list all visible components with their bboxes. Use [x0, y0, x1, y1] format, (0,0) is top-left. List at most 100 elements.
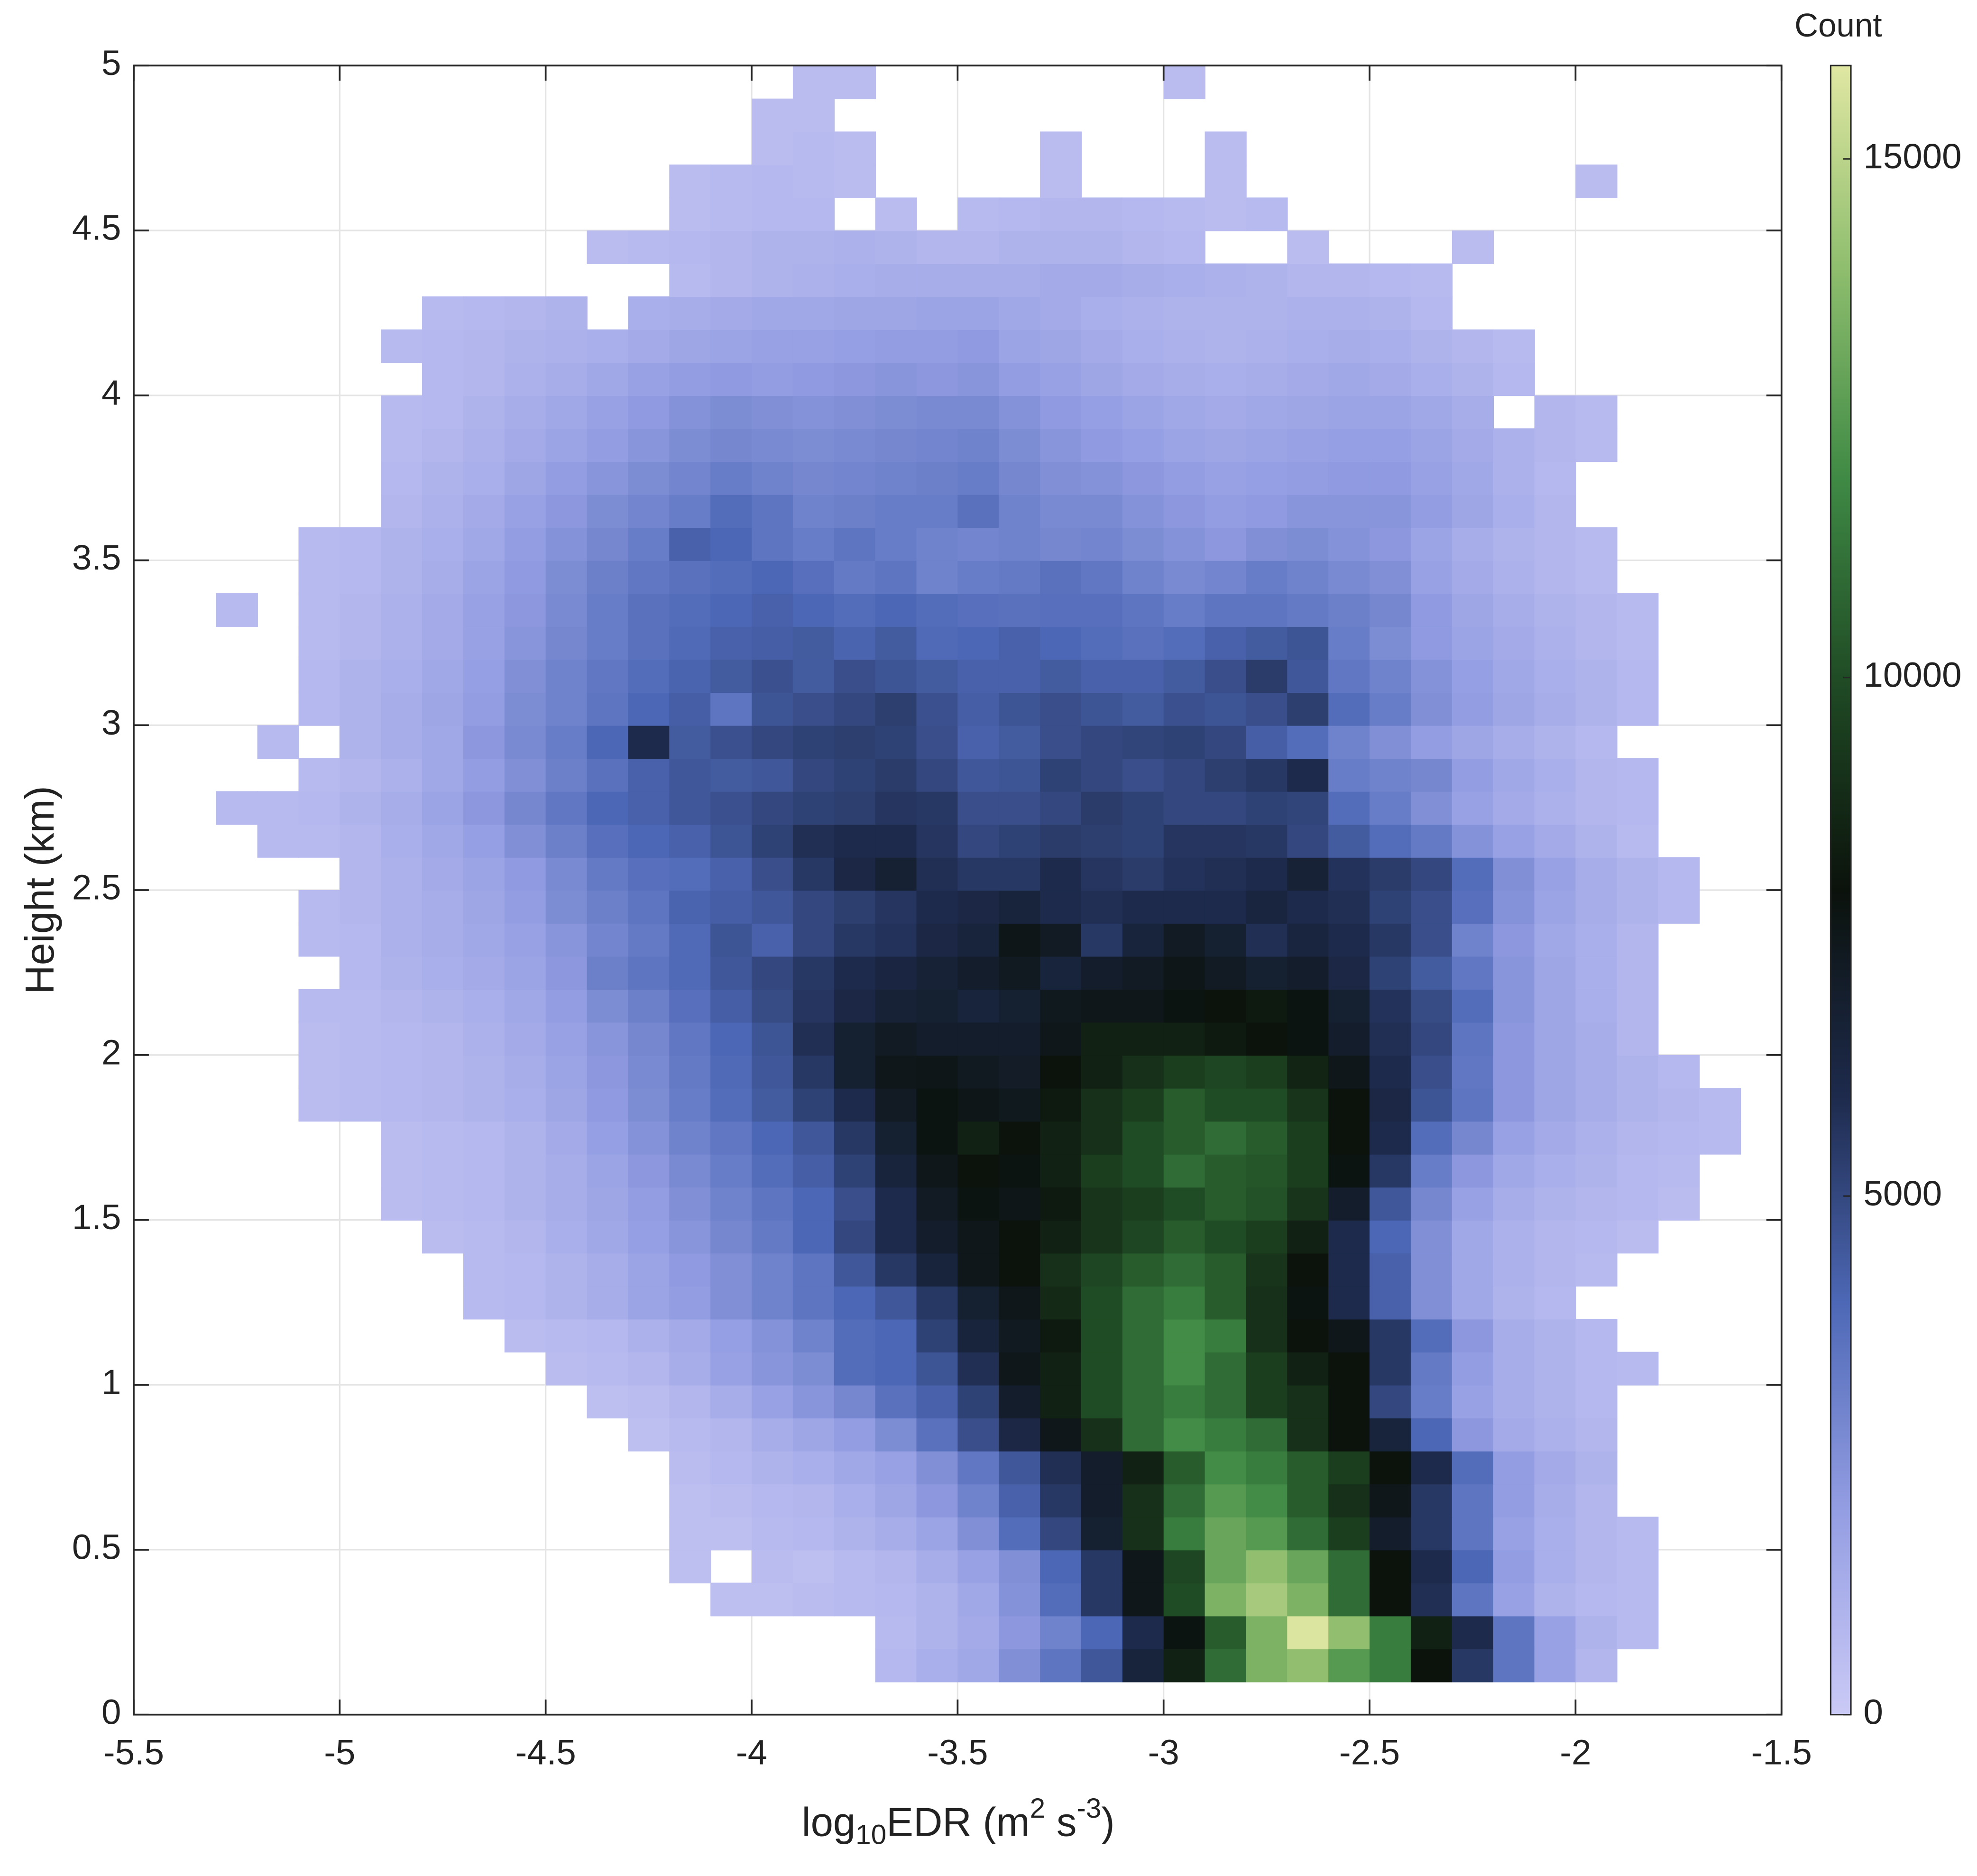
heatmap-cell — [1081, 329, 1123, 363]
heatmap-cell — [792, 857, 835, 891]
heatmap-cell — [1534, 692, 1576, 726]
heatmap-cell — [792, 1483, 835, 1517]
heatmap-cell — [1246, 857, 1288, 891]
heatmap-cell — [1452, 626, 1494, 660]
heatmap-cell — [792, 725, 835, 759]
heatmap-cell — [504, 1121, 546, 1155]
heatmap-cell — [834, 1220, 876, 1254]
heatmap-cell — [1081, 626, 1123, 660]
heatmap-cell — [916, 1549, 958, 1583]
heatmap-cell — [1493, 1385, 1535, 1419]
heatmap-cell — [1122, 1154, 1165, 1188]
heatmap-cell — [916, 1417, 958, 1452]
heatmap-cell — [298, 1022, 340, 1056]
heatmap-cell — [1328, 1220, 1370, 1254]
heatmap-cell — [1205, 131, 1247, 166]
heatmap-cell — [834, 791, 876, 825]
heatmap-cell — [1081, 824, 1123, 858]
heatmap-cell — [669, 659, 711, 693]
heatmap-cell — [340, 1022, 382, 1056]
heatmap-cell — [1287, 1186, 1329, 1221]
heatmap-cell — [1081, 857, 1123, 891]
heatmap-cell — [1452, 527, 1494, 561]
heatmap-cell — [957, 1451, 1000, 1485]
heatmap-cell — [1370, 1417, 1412, 1452]
heatmap-cell — [628, 1286, 670, 1320]
heatmap-cell — [422, 428, 464, 462]
heatmap-cell — [381, 923, 423, 957]
heatmap-cell — [1493, 1022, 1535, 1056]
heatmap-cell — [587, 1088, 629, 1122]
heatmap-cell — [463, 989, 506, 1023]
heatmap-cell — [1205, 659, 1247, 693]
heatmap-cell — [1534, 791, 1576, 825]
heatmap-cell — [1410, 1417, 1453, 1452]
heatmap-cell — [587, 329, 629, 363]
heatmap-cell — [1163, 956, 1205, 990]
heatmap-cell — [669, 824, 711, 858]
heatmap-cell — [999, 1220, 1041, 1254]
heatmap-cell — [1163, 824, 1205, 858]
heatmap-cell — [957, 395, 1000, 429]
heatmap-cell — [422, 494, 464, 528]
heatmap-cell — [1328, 428, 1370, 462]
heatmap-cell — [1287, 857, 1329, 891]
heatmap-cell — [752, 131, 794, 166]
heatmap-cell — [587, 1121, 629, 1155]
heatmap-cell — [1287, 1417, 1329, 1452]
heatmap-cell — [1575, 1483, 1618, 1517]
heatmap-cell — [1081, 1648, 1123, 1683]
heatmap-cell — [999, 1582, 1041, 1617]
heatmap-cell — [1370, 791, 1412, 825]
heatmap-cell — [875, 1088, 917, 1122]
heatmap-cell — [1370, 593, 1412, 627]
heatmap-cell — [1246, 1121, 1288, 1155]
heatmap-cell — [504, 626, 546, 660]
heatmap-cell — [463, 890, 506, 924]
heatmap-cell — [463, 758, 506, 792]
heatmap-cell — [1534, 395, 1576, 429]
heatmap-cell — [504, 824, 546, 858]
heatmap-cell — [1452, 1022, 1494, 1056]
heatmap-cell — [1205, 1549, 1247, 1583]
heatmap-cell — [875, 1022, 917, 1056]
heatmap-cell — [957, 1549, 1000, 1583]
heatmap-cell — [587, 593, 629, 627]
heatmap-cell — [1163, 626, 1205, 660]
heatmap-cell — [422, 956, 464, 990]
heatmap-cell — [792, 1186, 835, 1221]
heatmap-cell — [1370, 560, 1412, 594]
heatmap-cell — [1493, 1517, 1535, 1551]
heatmap-cell — [875, 1186, 917, 1221]
heatmap-cell — [1410, 1186, 1453, 1221]
heatmap-cell — [1287, 1352, 1329, 1386]
heatmap-cell — [1452, 1186, 1494, 1221]
heatmap-cell — [792, 692, 835, 726]
heatmap-cell — [1205, 1648, 1247, 1683]
heatmap-cell — [752, 1417, 794, 1452]
heatmap-cell — [1040, 923, 1082, 957]
heatmap-cell — [710, 725, 753, 759]
heatmap-cell — [957, 1582, 1000, 1617]
heatmap-cell — [628, 1154, 670, 1188]
heatmap-cell — [1081, 1253, 1123, 1287]
heatmap-cell — [957, 560, 1000, 594]
heatmap-cell — [752, 626, 794, 660]
heatmap-cell — [834, 1549, 876, 1583]
heatmap-cell — [1370, 1648, 1412, 1683]
heatmap-cell — [1246, 527, 1288, 561]
heatmap-cell — [1617, 923, 1659, 957]
heatmap-cell — [1370, 329, 1412, 363]
heatmap-cell — [916, 1648, 958, 1683]
heatmap-cell — [422, 1121, 464, 1155]
heatmap-cell — [1081, 1154, 1123, 1188]
heatmap-cell — [381, 890, 423, 924]
heatmap-cell — [669, 1088, 711, 1122]
heatmap-cell — [1122, 1616, 1165, 1649]
heatmap-cell — [628, 1220, 670, 1254]
heatmap-cell — [1370, 395, 1412, 429]
heatmap-cell — [504, 362, 546, 396]
heatmap-cell — [1575, 824, 1618, 858]
heatmap-cell — [1410, 1549, 1453, 1583]
heatmap-cell — [1122, 1417, 1165, 1452]
